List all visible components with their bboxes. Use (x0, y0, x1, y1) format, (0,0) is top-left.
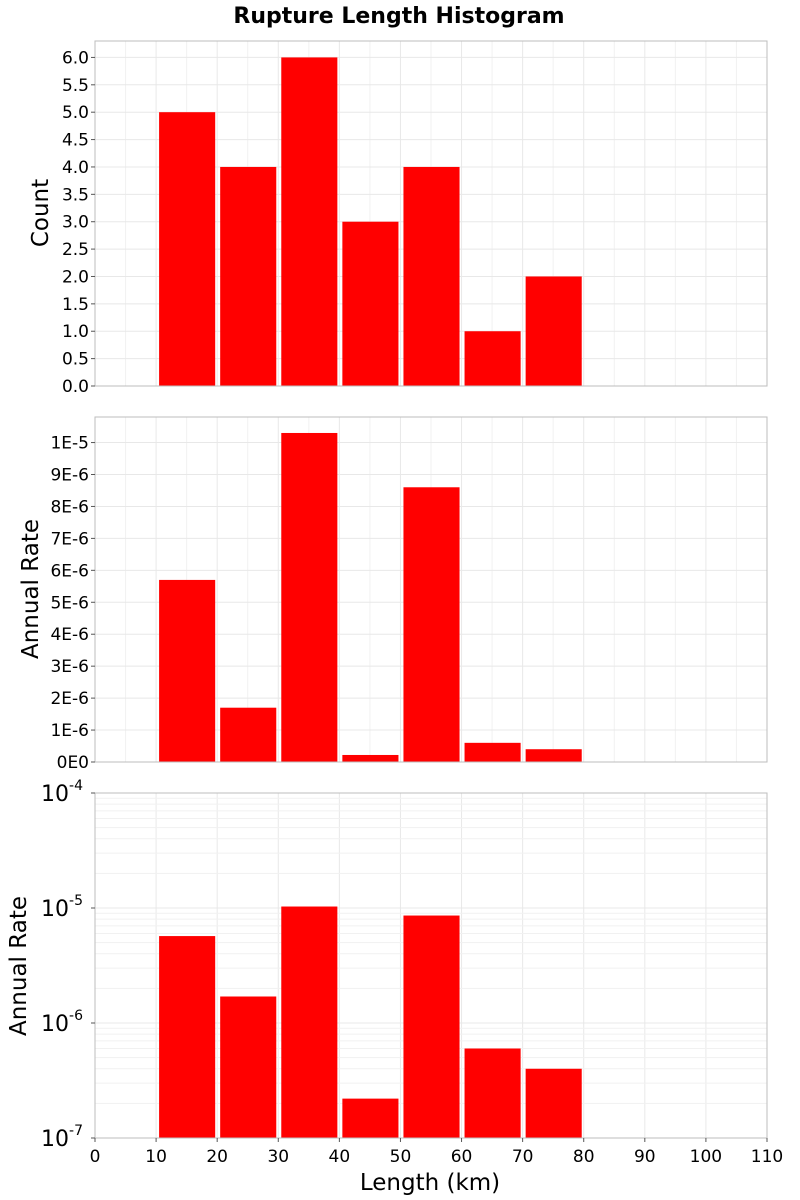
y-tick-label: 2.5 (62, 240, 89, 260)
bar-2-3 (281, 432, 338, 762)
y-tick-label: 0.0 (62, 377, 89, 397)
y-tick-exponent: -4 (69, 778, 83, 794)
bar-2-6 (464, 742, 521, 762)
y-tick-label: 9E-6 (50, 466, 89, 486)
y-tick-label: 6.0 (62, 48, 89, 68)
bar-1-7 (525, 276, 582, 386)
plot-frame (94, 792, 768, 1139)
chart-title: Rupture Length Histogram (233, 4, 564, 29)
y-tick-label: 6E-6 (50, 561, 89, 581)
bar-3-3 (281, 906, 338, 1138)
y-tick-exponent: -5 (69, 893, 83, 909)
x-tick-label: 100 (690, 1147, 722, 1167)
y-tick-label: 10-4 (41, 778, 83, 807)
y-tick-base: 10 (41, 897, 69, 922)
y-tick-label: 5E-6 (50, 593, 89, 613)
bar-3-4 (342, 1098, 399, 1138)
y-axis-label-3: Annual Rate (6, 896, 32, 1036)
y-tick-label: 10-7 (41, 1123, 83, 1152)
x-tick-label: 60 (451, 1147, 473, 1167)
bar-3-1 (159, 936, 216, 1138)
x-tick-label: 110 (751, 1147, 783, 1167)
y-tick-exponent: -6 (69, 1008, 83, 1024)
x-axis-label: Length (km) (360, 1170, 500, 1196)
x-tick-label: 0 (90, 1147, 101, 1167)
bar-1-4 (342, 221, 399, 386)
bar-3-6 (464, 1048, 521, 1138)
bar-1-2 (220, 166, 277, 386)
bar-1-3 (281, 57, 338, 387)
y-tick-label: 1E-5 (50, 434, 89, 454)
y-tick-label: 5.0 (62, 103, 89, 123)
y-tick-exponent: -7 (69, 1123, 83, 1139)
bar-2-4 (342, 754, 399, 762)
y-tick-label: 4.0 (62, 158, 89, 178)
y-tick-label: 7E-6 (50, 529, 89, 549)
bar-1-5 (403, 166, 460, 386)
x-tick-label: 40 (329, 1147, 351, 1167)
y-tick-label: 0.5 (62, 350, 89, 370)
y-tick-label: 2.0 (62, 267, 89, 287)
y-tick-label: 4E-6 (50, 625, 89, 645)
x-tick-label: 30 (267, 1147, 289, 1167)
y-tick-label: 4.5 (62, 131, 89, 151)
bar-2-7 (525, 749, 582, 762)
x-tick-label: 90 (634, 1147, 656, 1167)
y-tick-label: 1.0 (62, 322, 89, 342)
y-tick-label: 3.0 (62, 213, 89, 233)
y-tick-label: 8E-6 (50, 497, 89, 517)
plot-frame (94, 40, 768, 387)
bar-2-5 (403, 487, 460, 762)
y-axis-label-1: Count (28, 179, 54, 247)
x-tick-label: 50 (390, 1147, 412, 1167)
x-tick-label: 20 (206, 1147, 228, 1167)
y-tick-label: 10-5 (41, 893, 83, 922)
x-tick-label: 70 (512, 1147, 534, 1167)
plot-frame (94, 416, 768, 763)
y-tick-base: 10 (41, 1012, 69, 1037)
bar-2-1 (159, 579, 216, 762)
bar-1-1 (159, 112, 216, 386)
y-tick-label: 2E-6 (50, 689, 89, 709)
bar-3-5 (403, 915, 460, 1138)
panel-2: 0E0 1E-6 2E-6 3E-6 4E-6 5E-6 6E-6 7E-6 8E-6 9E-6 1… (18, 416, 768, 773)
bar-1-6 (464, 331, 521, 386)
bar-3-2 (220, 996, 277, 1138)
y-tick-label: 5.5 (62, 76, 89, 96)
y-tick-base: 10 (41, 782, 69, 807)
y-tick-label: 0E0 (57, 753, 89, 773)
y-tick-base: 10 (41, 1127, 69, 1152)
y-tick-label: 3E-6 (50, 657, 89, 677)
y-tick-label: 10-6 (41, 1008, 83, 1037)
panel-1: 0.0 0.5 1.0 1.5 2.0 2.5 3.0 3.5 4.0 4.5 5.0 5.5 6.0 C… (28, 40, 768, 397)
y-axis-label-2: Annual Rate (18, 519, 44, 659)
bar-2-2 (220, 707, 277, 762)
x-tick-label: 10 (145, 1147, 167, 1167)
y-tick-label: 1.5 (62, 295, 89, 315)
y-tick-label: 1E-6 (50, 721, 89, 741)
bar-3-7 (525, 1068, 582, 1138)
y-tick-label: 3.5 (62, 185, 89, 205)
x-tick-label: 80 (573, 1147, 595, 1167)
